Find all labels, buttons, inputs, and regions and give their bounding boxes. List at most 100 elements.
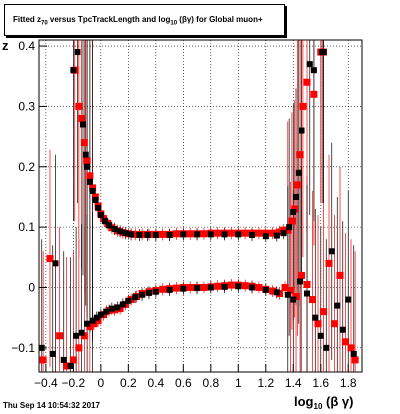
black-marker: [67, 362, 74, 369]
red-marker: [172, 230, 180, 238]
black-marker: [207, 231, 214, 238]
red-marker: [299, 102, 307, 110]
y-tick-label: 0.2: [18, 160, 35, 174]
red-marker: [280, 226, 288, 234]
red-marker: [241, 282, 249, 290]
y-axis-label: z: [2, 38, 9, 53]
black-marker: [49, 350, 56, 357]
black-marker: [60, 356, 67, 363]
y-tick-label: 0: [28, 280, 35, 294]
black-marker: [249, 284, 256, 291]
red-marker: [303, 280, 311, 288]
black-marker: [117, 228, 124, 235]
black-marker: [73, 332, 80, 339]
red-marker: [62, 362, 70, 370]
red-marker: [310, 90, 318, 98]
red-marker: [90, 320, 98, 328]
red-marker: [287, 287, 295, 295]
red-marker: [276, 228, 284, 236]
red-marker: [214, 282, 222, 290]
red-marker: [94, 317, 102, 325]
black-marker: [106, 222, 113, 229]
x-axis-label: log10 (β γ): [294, 394, 353, 411]
black-marker: [262, 286, 269, 293]
black-marker: [144, 231, 151, 238]
black-marker: [84, 163, 91, 170]
x-tick-label: 1.4: [285, 376, 302, 390]
black-marker: [194, 231, 201, 238]
red-marker: [255, 283, 263, 291]
black-marker: [128, 231, 135, 238]
red-marker: [291, 205, 299, 213]
x-tick-label: −0.4: [34, 376, 58, 390]
red-marker: [80, 139, 88, 147]
x-axis-label-pre: log: [294, 394, 314, 409]
black-marker: [323, 344, 330, 351]
black-marker: [84, 320, 91, 327]
red-marker: [83, 157, 91, 165]
black-marker: [262, 233, 269, 240]
red-marker: [262, 229, 270, 237]
black-marker: [111, 225, 118, 232]
black-marker: [108, 305, 115, 312]
red-marker: [269, 287, 277, 295]
black-marker: [317, 332, 324, 339]
y-tick-label: 0.1: [18, 220, 35, 234]
black-marker: [101, 218, 108, 225]
black-marker: [78, 329, 85, 336]
black-marker: [103, 308, 110, 315]
title-box: Fitted z70 versus TpcTrackLength and log…: [4, 4, 285, 36]
red-marker: [351, 356, 359, 364]
red-marker: [255, 229, 263, 237]
title-subscript-2: 10: [170, 20, 178, 27]
y-tick-label: 0.3: [18, 99, 35, 113]
black-marker: [273, 232, 280, 239]
x-tick-label: 1.8: [340, 376, 357, 390]
black-marker: [145, 289, 152, 296]
black-marker: [89, 187, 96, 194]
red-marker: [292, 293, 300, 301]
black-marker: [290, 296, 297, 303]
black-marker: [284, 291, 291, 298]
red-marker: [309, 296, 317, 304]
black-marker: [328, 248, 335, 255]
x-tick-label: 1: [235, 376, 242, 390]
x-tick-label: 0: [98, 376, 105, 390]
red-marker: [241, 229, 249, 237]
red-marker: [86, 172, 94, 180]
y-tick-label: 0.4: [18, 39, 35, 53]
black-marker: [82, 151, 89, 158]
black-marker: [166, 286, 173, 293]
black-marker: [119, 301, 126, 308]
title-subscript-1: 70: [41, 20, 48, 27]
red-marker: [227, 281, 235, 289]
red-marker: [89, 184, 97, 192]
black-marker: [334, 302, 341, 309]
red-marker: [303, 78, 311, 86]
red-marker: [80, 332, 88, 340]
black-marker: [136, 231, 143, 238]
black-marker: [194, 285, 201, 292]
y-tick-label: −0.1: [11, 341, 35, 355]
red-marker: [288, 217, 296, 225]
black-marker: [70, 67, 77, 74]
x-tick-label: −0.2: [62, 376, 86, 390]
x-tick-label: 0.6: [175, 376, 192, 390]
black-marker: [74, 49, 81, 56]
black-marker: [122, 230, 129, 237]
black-marker: [89, 317, 96, 324]
black-marker: [345, 296, 352, 303]
red-marker: [46, 255, 54, 263]
red-marker: [159, 285, 167, 293]
black-marker: [79, 121, 86, 128]
black-marker: [97, 212, 104, 219]
x-tick-label: 1.2: [257, 376, 274, 390]
black-marker: [298, 127, 305, 134]
red-marker: [200, 230, 208, 238]
x-tick-label: 1.6: [312, 376, 329, 390]
black-marker: [290, 209, 297, 216]
timestamp: Thu Sep 14 10:54:32 2017: [3, 401, 100, 410]
red-marker: [86, 323, 94, 331]
red-marker: [186, 283, 194, 291]
black-marker: [180, 285, 187, 292]
